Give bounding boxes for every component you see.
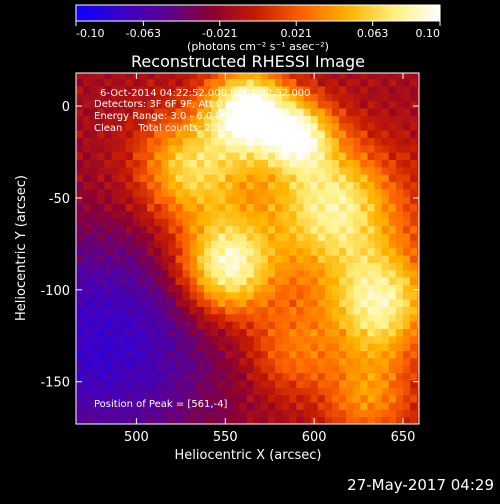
heatmap-image bbox=[76, 73, 419, 424]
colorbar-ticks: -0.10 -0.063 -0.021 0.021 0.063 0.10 bbox=[75, 21, 441, 40]
x-tick-label: 600 bbox=[302, 430, 327, 445]
plot-frame bbox=[75, 72, 420, 425]
colorbar-tick-label: 0.10 bbox=[416, 27, 441, 40]
annotation-detectors: Detectors: 3F 6F 9F, Att 0 bbox=[94, 99, 222, 110]
chart-title: Reconstructed RHESSI Image bbox=[131, 52, 365, 71]
y-axis: 0 -50 -100 -150 bbox=[40, 100, 419, 391]
y-tick-label: -100 bbox=[40, 284, 70, 299]
x-tick-label: 650 bbox=[391, 430, 416, 445]
x-axis-label: Heliocentric X (arcsec) bbox=[175, 448, 322, 463]
colorbar-label: (photons cm⁻² s⁻¹ asec⁻²) bbox=[187, 40, 329, 53]
colorbar bbox=[75, 4, 441, 22]
x-tick-label: 500 bbox=[124, 430, 149, 445]
y-axis-label: Heliocentric Y (arcsec) bbox=[14, 175, 29, 321]
y-tick-label: -50 bbox=[49, 192, 70, 207]
annotation-total-counts: Clean Total counts: 2.36E+04 bbox=[94, 123, 254, 134]
colorbar-tick-label: 0.063 bbox=[357, 27, 389, 40]
colorbar-tick-label: -0.021 bbox=[202, 27, 237, 40]
y-tick-label: -150 bbox=[40, 376, 70, 391]
annotations: 6-Oct-2014 04:22:52.000 to 04:32:52.000 … bbox=[94, 88, 311, 410]
x-axis: 500 550 600 650 bbox=[124, 73, 415, 445]
colorbar-tick-label: -0.063 bbox=[126, 27, 161, 40]
x-tick-label: 550 bbox=[213, 430, 238, 445]
timestamp: 27-May-2017 04:29 bbox=[347, 476, 494, 494]
annotation-energy-range: Energy Range: 3.0 - 6.0 keV bbox=[94, 111, 234, 122]
y-tick-label: 0 bbox=[62, 100, 70, 115]
colorbar-tick-label: 0.021 bbox=[280, 27, 312, 40]
colorbar-tick-label: -0.10 bbox=[76, 27, 104, 40]
annotation-time-range: 6-Oct-2014 04:22:52.000 to 04:32:52.000 bbox=[100, 88, 311, 99]
annotation-peak-position: Position of Peak = [561,-4] bbox=[94, 399, 228, 410]
